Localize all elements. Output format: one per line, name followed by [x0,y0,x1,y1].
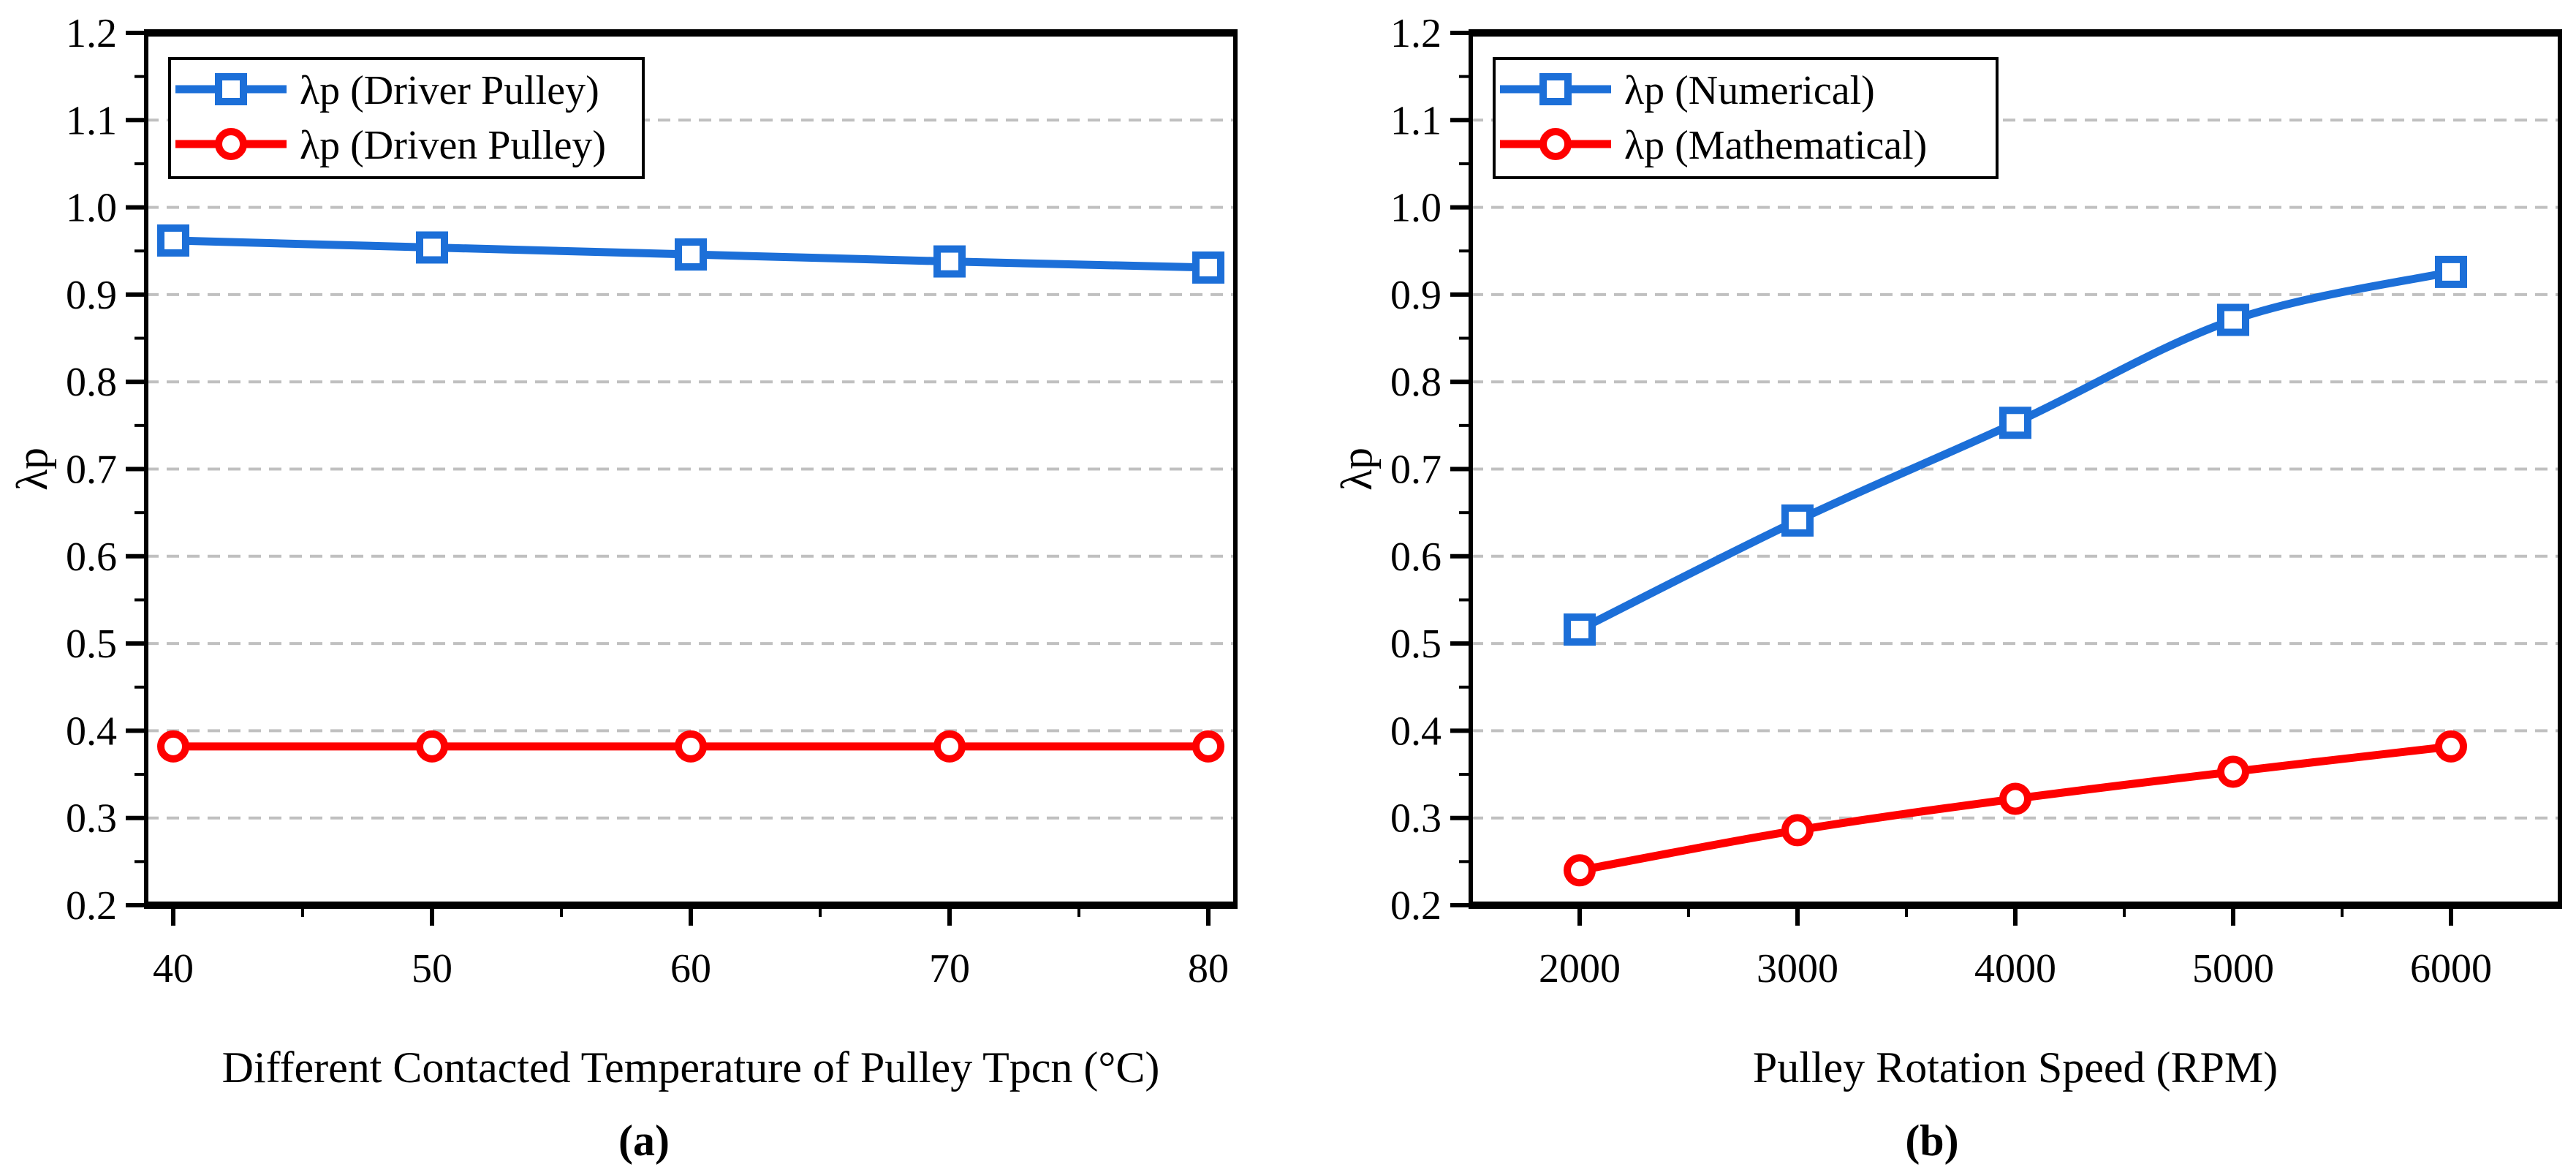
legend-box: λp (Numerical) λp (Mathematical) [1493,57,1999,179]
series-marker-circle-icon [215,128,247,160]
chart-b: 0.2 0.3 0.4 0.5 0.6 0.7 0.8 0.9 1.0 1.1 1.2 2000 300… [1333,11,2562,1165]
series-blue [1564,255,2467,646]
y-axis-label: λp [1333,447,1381,491]
series-marker-circle-icon [1539,128,1572,160]
legend-border [1493,57,1999,179]
legend-border [168,57,645,179]
y-axis: 0.2 0.3 0.4 0.5 0.6 0.7 0.8 0.9 1.0 1.1 1.2 [1390,11,1471,929]
x-tick-label: 70 [929,946,970,991]
series-marker-square-icon [1564,613,1596,646]
series-marker-circle-icon [933,730,966,763]
x-tick-label: 5000 [2192,946,2274,991]
panel-a: 0.2 0.3 0.4 0.5 0.6 0.7 0.8 0.9 1.0 1.1 1.2 40 50 60 7… [8,11,1238,1165]
series-marker-square-icon [2435,255,2467,288]
x-tick-label: 4000 [1974,946,2056,991]
y-tick-label: 0.4 [66,709,117,754]
series-marker-square-icon [933,245,966,278]
x-tick-label: 80 [1188,946,1229,991]
legend-label: λp (Driver Pulley) [300,68,599,113]
chart-a: 0.2 0.3 0.4 0.5 0.6 0.7 0.8 0.9 1.0 1.1 1.2 40 50 60 7… [8,11,1238,1165]
legend-label: λp (Mathematical) [1624,123,1927,168]
x-axis: 40 50 60 70 80 [153,905,1229,991]
x-tick-label: 2000 [1539,946,1621,991]
series-line [1575,268,2455,634]
legend-label: λp (Numerical) [1624,68,1875,113]
x-tick-label: 3000 [1757,946,1838,991]
series-marker-square-icon [2217,303,2249,336]
series-red [1564,730,2467,887]
x-axis: 2000 3000 4000 5000 6000 [1539,905,2492,991]
series-marker-circle-icon [2435,730,2467,763]
x-tick-label: 40 [153,946,194,991]
series-marker-square-icon [1539,73,1572,105]
panel-caption: (b) [1905,1117,1958,1165]
y-tick-label: 0.6 [66,534,117,580]
y-tick-label: 0.8 [1390,360,1442,405]
x-axis-label: Pulley Rotation Speed (RPM) [1753,1043,2278,1092]
y-tick-label: 1.1 [1390,98,1442,143]
y-axis-label: λp [8,447,56,491]
series-marker-square-icon [1999,407,2031,439]
series-marker-circle-icon [1781,814,1814,847]
y-tick-label: 0.9 [66,273,117,318]
y-tick-label: 0.9 [1390,273,1442,318]
y-tick-label: 1.1 [66,98,117,143]
y-tick-label: 0.3 [66,796,117,842]
x-axis-label: Different Contacted Temperature of Pulle… [222,1043,1160,1092]
y-tick-label: 0.2 [66,883,117,929]
x-tick-label: 6000 [2410,946,2492,991]
series-marker-circle-icon [157,730,189,763]
series-marker-square-icon [416,231,448,264]
y-tick-label: 0.4 [1390,709,1442,754]
series-marker-square-icon [1781,504,1814,537]
y-tick-label: 0.5 [1390,621,1442,667]
series-marker-square-icon [157,224,189,257]
series-marker-circle-icon [2217,755,2249,788]
y-tick-label: 0.7 [66,447,117,493]
y-gridlines [1471,118,2560,820]
y-tick-label: 1.2 [66,11,117,56]
y-tick-label: 1.0 [66,186,117,231]
series-red [157,730,1224,763]
series-blue [157,224,1224,284]
x-tick-label: 60 [670,946,711,991]
y-tick-label: 0.2 [1390,883,1442,929]
legend-label: λp (Driven Pulley) [300,123,606,168]
y-tick-label: 0.5 [66,621,117,667]
series-marker-circle-icon [1564,854,1596,887]
panel-b: 0.2 0.3 0.4 0.5 0.6 0.7 0.8 0.9 1.0 1.1 1.2 2000 300… [1288,0,2576,1175]
series-marker-circle-icon [416,730,448,763]
y-tick-label: 1.2 [1390,11,1442,56]
series-marker-square-icon [675,238,707,271]
y-tick-label: 1.0 [1390,186,1442,231]
legend-entry: λp (Driven Pulley) [175,123,606,168]
series-marker-circle-icon [675,730,707,763]
legend-entry: λp (Driver Pulley) [175,68,599,113]
legend-entry: λp (Mathematical) [1500,123,1927,168]
panel-caption: (a) [618,1117,670,1165]
y-tick-label: 0.6 [1390,534,1442,580]
series-marker-square-icon [1192,251,1224,284]
legend-entry: λp (Numerical) [1500,68,1875,113]
y-tick-label: 0.3 [1390,796,1442,842]
x-tick-label: 50 [412,946,452,991]
y-tick-label: 0.7 [1390,447,1442,493]
series-marker-circle-icon [1192,730,1224,763]
series-marker-circle-icon [1999,782,2031,815]
series-marker-square-icon [215,73,247,105]
legend-box: λp (Driver Pulley) λp (Driven Pulley) [168,57,645,179]
y-gridlines [146,118,1235,820]
y-tick-label: 0.8 [66,360,117,405]
y-axis: 0.2 0.3 0.4 0.5 0.6 0.7 0.8 0.9 1.0 1.1 1.2 [66,11,146,929]
